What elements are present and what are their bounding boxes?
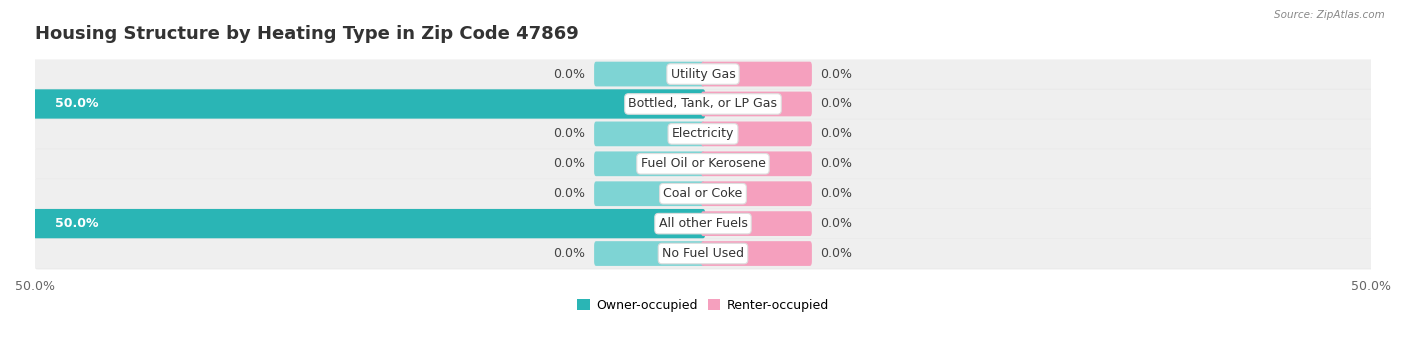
Text: 0.0%: 0.0%: [554, 68, 585, 80]
FancyBboxPatch shape: [32, 149, 1374, 178]
Text: No Fuel Used: No Fuel Used: [662, 247, 744, 260]
FancyBboxPatch shape: [702, 62, 811, 86]
Text: 0.0%: 0.0%: [821, 217, 852, 230]
Text: 0.0%: 0.0%: [821, 128, 852, 140]
FancyBboxPatch shape: [32, 239, 1374, 268]
FancyBboxPatch shape: [35, 90, 1375, 120]
FancyBboxPatch shape: [595, 151, 704, 176]
Text: Housing Structure by Heating Type in Zip Code 47869: Housing Structure by Heating Type in Zip…: [35, 25, 579, 43]
FancyBboxPatch shape: [702, 181, 811, 206]
FancyBboxPatch shape: [595, 121, 704, 146]
FancyBboxPatch shape: [702, 241, 811, 266]
Text: 0.0%: 0.0%: [821, 98, 852, 110]
Text: 0.0%: 0.0%: [821, 68, 852, 80]
FancyBboxPatch shape: [595, 181, 704, 206]
Text: 0.0%: 0.0%: [554, 157, 585, 170]
Text: 0.0%: 0.0%: [554, 128, 585, 140]
FancyBboxPatch shape: [32, 119, 1374, 149]
FancyBboxPatch shape: [35, 120, 1375, 150]
Text: Coal or Coke: Coal or Coke: [664, 187, 742, 200]
FancyBboxPatch shape: [595, 62, 704, 86]
FancyBboxPatch shape: [32, 179, 1374, 208]
FancyBboxPatch shape: [35, 240, 1375, 269]
FancyBboxPatch shape: [702, 121, 811, 146]
Text: Fuel Oil or Kerosene: Fuel Oil or Kerosene: [641, 157, 765, 170]
FancyBboxPatch shape: [32, 89, 706, 119]
FancyBboxPatch shape: [32, 89, 1374, 119]
Text: Utility Gas: Utility Gas: [671, 68, 735, 80]
Text: 0.0%: 0.0%: [554, 247, 585, 260]
FancyBboxPatch shape: [702, 92, 811, 116]
FancyBboxPatch shape: [595, 241, 704, 266]
FancyBboxPatch shape: [35, 180, 1375, 210]
FancyBboxPatch shape: [35, 210, 1375, 239]
Text: Source: ZipAtlas.com: Source: ZipAtlas.com: [1274, 10, 1385, 20]
Text: 0.0%: 0.0%: [821, 157, 852, 170]
FancyBboxPatch shape: [35, 61, 1375, 90]
Text: 0.0%: 0.0%: [821, 247, 852, 260]
Text: All other Fuels: All other Fuels: [658, 217, 748, 230]
FancyBboxPatch shape: [32, 209, 706, 238]
Text: Electricity: Electricity: [672, 128, 734, 140]
FancyBboxPatch shape: [32, 209, 1374, 238]
FancyBboxPatch shape: [32, 59, 1374, 89]
FancyBboxPatch shape: [702, 151, 811, 176]
FancyBboxPatch shape: [35, 150, 1375, 180]
FancyBboxPatch shape: [702, 211, 811, 236]
Text: 0.0%: 0.0%: [554, 187, 585, 200]
Text: Bottled, Tank, or LP Gas: Bottled, Tank, or LP Gas: [628, 98, 778, 110]
Legend: Owner-occupied, Renter-occupied: Owner-occupied, Renter-occupied: [572, 294, 834, 317]
Text: 50.0%: 50.0%: [55, 98, 98, 110]
Text: 0.0%: 0.0%: [821, 187, 852, 200]
Text: 50.0%: 50.0%: [55, 217, 98, 230]
